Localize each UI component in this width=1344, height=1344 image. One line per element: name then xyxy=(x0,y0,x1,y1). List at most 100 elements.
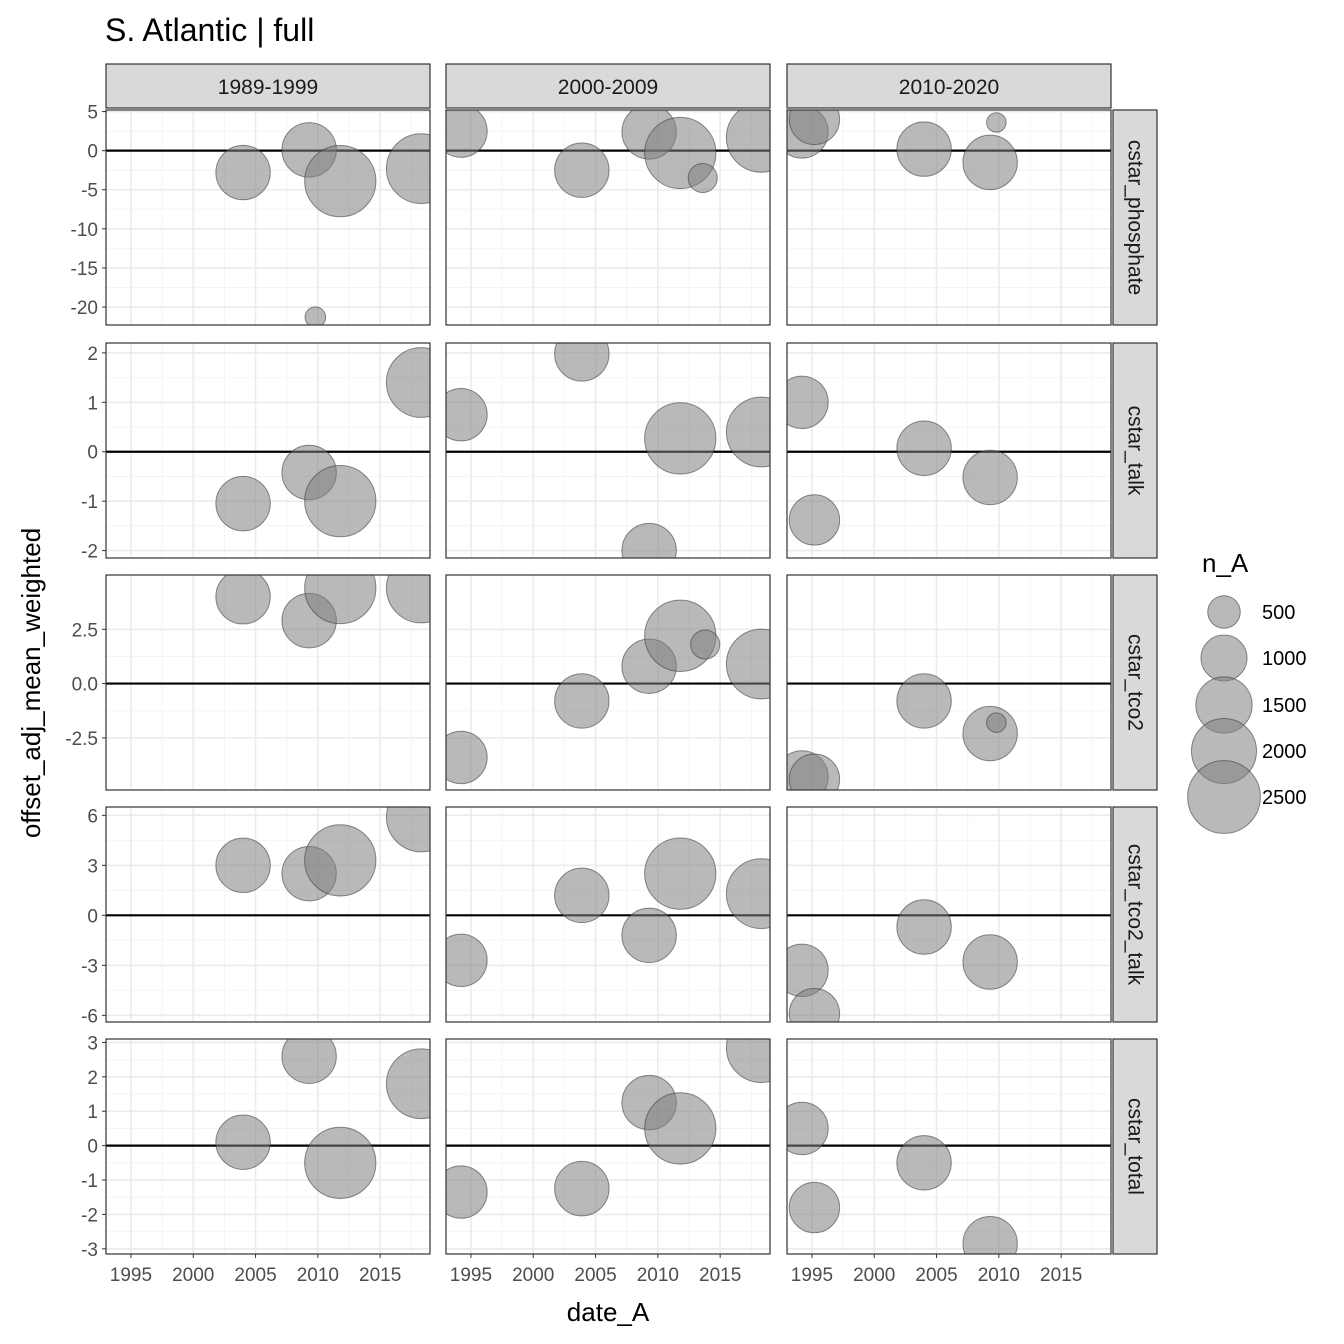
data-point xyxy=(385,807,430,853)
panel-border xyxy=(786,806,1112,1023)
data-point xyxy=(304,575,377,625)
data-point xyxy=(304,1126,377,1199)
column-strip-0: 1989-1999 xyxy=(105,63,431,109)
panel-points xyxy=(446,1039,770,1219)
panel-cstar_tco2-0 xyxy=(105,574,431,791)
legend-label: 1000 xyxy=(1262,648,1307,670)
panel-cstar_tco2-1 xyxy=(445,574,771,791)
column-strip-box xyxy=(105,63,431,109)
data-point xyxy=(896,1135,952,1191)
row-strip-box xyxy=(1112,342,1158,559)
panel-border xyxy=(786,1038,1112,1255)
data-point xyxy=(385,575,430,624)
panel-cstar_tco2_talk-2 xyxy=(786,806,1112,1023)
y-tick-label: 0 xyxy=(87,906,98,927)
row-strip-cstar_tco2_talk: cstar_tco2_talk xyxy=(1112,806,1158,1023)
data-point xyxy=(554,673,610,729)
panel-points xyxy=(215,575,430,649)
data-point xyxy=(962,449,1018,506)
column-strip-box xyxy=(445,63,771,109)
y-tick-label: 1 xyxy=(87,1102,98,1123)
y-tick-label: 0 xyxy=(87,443,98,464)
data-point xyxy=(304,465,377,538)
data-point xyxy=(725,628,770,700)
y-tick-label: -20 xyxy=(71,298,98,319)
y-tick-label: -6 xyxy=(81,1006,98,1027)
row-strip-box xyxy=(1112,574,1158,791)
legend-label: 1500 xyxy=(1262,695,1307,717)
data-point xyxy=(788,753,841,790)
panel-border xyxy=(445,1038,771,1255)
x-tick-label: 2015 xyxy=(1040,1265,1082,1286)
data-point xyxy=(385,347,430,418)
data-point xyxy=(690,629,721,660)
data-point xyxy=(215,1114,271,1170)
column-strip-1: 2000-2009 xyxy=(445,63,771,109)
legend-label: 500 xyxy=(1262,602,1295,624)
panel-cstar_tco2_talk-0 xyxy=(105,806,431,1023)
size-legend: n_A 500 1000 1500 2000 2500 xyxy=(1187,548,1307,834)
panel-border xyxy=(786,109,1112,326)
legend-label: 2500 xyxy=(1262,787,1307,809)
panel-points xyxy=(215,807,430,902)
data-point xyxy=(896,121,952,177)
y-tick-label: 3 xyxy=(87,856,98,877)
x-tick-label: 2010 xyxy=(297,1265,339,1286)
legend-item-1000: 1000 xyxy=(1200,634,1307,682)
y-axis-title: offset_adj_mean_weighted xyxy=(16,528,46,838)
data-point xyxy=(725,396,770,468)
y-tick-label: 2 xyxy=(87,1068,98,1089)
panel-cstar_talk-2 xyxy=(786,342,1112,559)
row-strip-box xyxy=(1112,109,1158,326)
panel-points xyxy=(215,347,430,538)
y-tick-label: -3 xyxy=(81,1240,98,1261)
x-tick-label: 2005 xyxy=(234,1265,276,1286)
column-strip-label: 1989-1999 xyxy=(218,76,318,99)
panel-background xyxy=(106,110,430,325)
data-point xyxy=(962,705,1018,762)
row-strip-label: cstar_talk xyxy=(1124,406,1147,496)
data-point xyxy=(725,858,770,930)
panel-border xyxy=(445,342,771,559)
data-point xyxy=(962,134,1018,191)
y-tick-label: 0.0 xyxy=(72,675,98,696)
panel-cstar_tco2-2 xyxy=(786,574,1112,791)
data-point xyxy=(446,730,488,785)
data-point xyxy=(446,387,488,442)
legend-item-500: 500 xyxy=(1207,595,1295,629)
data-point xyxy=(788,1181,841,1234)
data-point xyxy=(725,1039,770,1083)
data-point xyxy=(725,110,770,173)
panel-points xyxy=(787,375,1018,546)
panel-cstar_tco2_talk-1 xyxy=(445,806,771,1023)
legend-item-1500: 1500 xyxy=(1195,676,1307,734)
data-point xyxy=(446,1165,488,1219)
legend-title: n_A xyxy=(1202,548,1249,578)
data-point xyxy=(554,142,610,198)
panel-border xyxy=(105,1038,431,1255)
panel-points xyxy=(787,1101,1018,1254)
panel-points xyxy=(787,899,1018,1022)
panel-cstar_total-2: 1995 2000 2005 2010 2015 xyxy=(786,1038,1112,1286)
data-point xyxy=(644,1092,717,1165)
y-tick-label: -5 xyxy=(81,181,98,202)
panel-points xyxy=(787,673,1018,790)
data-point xyxy=(788,987,841,1022)
panels-layer: 1989-1999 2000-2009 2010-2020cstar_phospha… xyxy=(65,63,1158,1286)
y-tick-label: 2.5 xyxy=(72,620,98,641)
x-tick-label: 2000 xyxy=(512,1265,554,1286)
column-strip-2: 2010-2020 xyxy=(786,63,1112,109)
data-point xyxy=(281,1039,337,1084)
panel-cstar_total-1: 1995 2000 2005 2010 2015 xyxy=(445,1038,771,1286)
legend-key-circle xyxy=(1200,634,1248,682)
panel-border xyxy=(786,342,1112,559)
x-tick-label: 2010 xyxy=(978,1265,1020,1286)
data-point xyxy=(215,475,271,532)
data-point xyxy=(788,494,841,546)
panel-border xyxy=(445,806,771,1023)
y-tick-label: 0 xyxy=(87,142,98,163)
panel-cstar_phosphate-1 xyxy=(445,109,771,326)
panel-points xyxy=(215,1039,430,1199)
y-tick-label: 3 xyxy=(87,1033,98,1054)
panel-cstar_phosphate-2 xyxy=(786,109,1112,326)
